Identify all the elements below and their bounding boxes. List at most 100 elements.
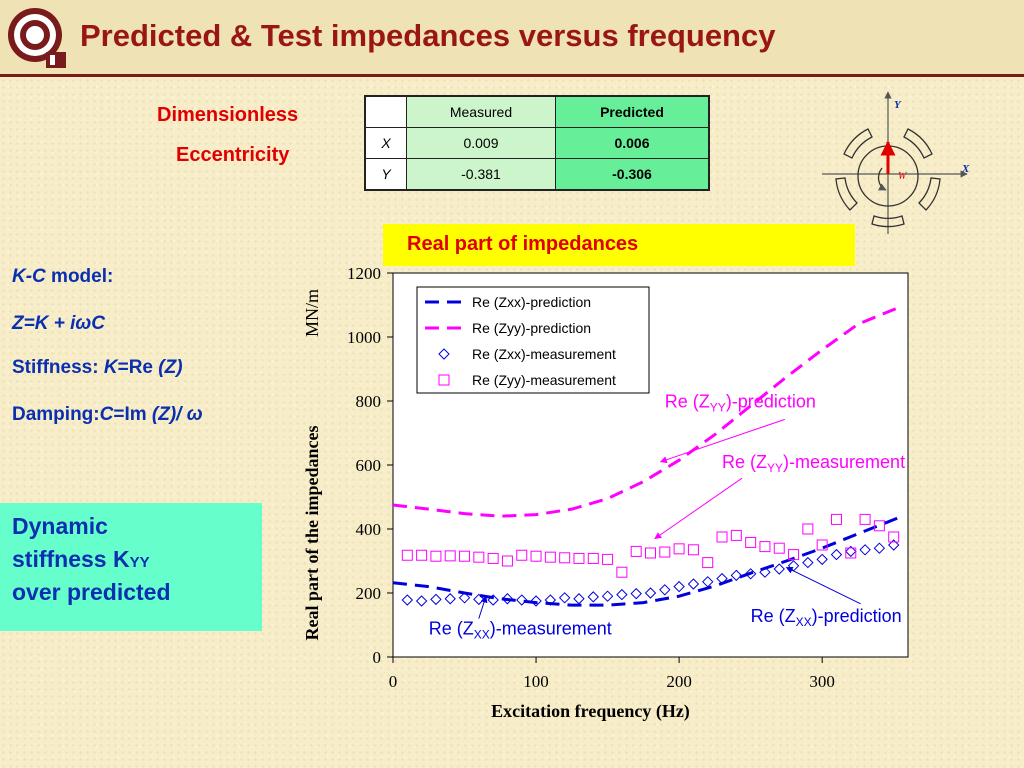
logo-center (26, 26, 44, 44)
data-point-square (845, 547, 857, 559)
y-tick-label: 1200 (347, 264, 381, 283)
data-point-square (645, 547, 656, 559)
eccentricity-label: Eccentricity (176, 144, 290, 166)
data-point-square (487, 552, 499, 564)
impedance-chart: 0 200 400 600 800 1000 1200 0 100 200 300 Excitatio… (302, 264, 909, 722)
callout-stiffness: stiffness K (12, 546, 130, 572)
data-point-diamond (587, 591, 599, 603)
table-cell-measured: -0.381 (406, 158, 556, 191)
annotation-label: Re (ZXX)-prediction (751, 606, 902, 629)
data-point-diamond (501, 593, 514, 605)
data-point-square (873, 520, 885, 532)
data-point-diamond (687, 578, 700, 590)
data-point-diamond (802, 556, 814, 569)
data-point-square (773, 542, 785, 554)
y-tick-label: 800 (356, 392, 382, 411)
y-tick-label: 1000 (347, 328, 381, 347)
data-point-square (430, 550, 442, 562)
table-row: X 0.009 0.006 (364, 127, 710, 159)
data-point-diamond (444, 593, 456, 605)
annotation-label: Re (ZXX)-measurement (429, 619, 612, 642)
data-point-square (730, 529, 742, 541)
data-point-diamond (845, 545, 857, 558)
data-point-square (444, 550, 456, 562)
data-point-diamond (759, 566, 771, 578)
data-point-diamond (630, 587, 642, 600)
callout-line-3: over predicted (12, 579, 171, 605)
data-point-diamond (573, 593, 585, 605)
data-point-square (630, 545, 642, 557)
data-point-square (816, 539, 828, 551)
data-point-square (859, 513, 871, 525)
data-point-diamond (430, 593, 442, 606)
data-point-square (516, 549, 528, 561)
table-cell-predicted: -0.306 (555, 158, 710, 191)
page-title: Predicted & Test impedances versus frequ… (80, 18, 776, 53)
stiff-pre: Stiffness: (12, 357, 104, 378)
data-point-diamond (401, 594, 414, 606)
data-point-diamond (816, 553, 828, 566)
stiff-k: K (103, 357, 118, 378)
callout-line-2: stiffness KYY (12, 546, 150, 573)
kc-model-label: K-C model: (12, 266, 113, 288)
table-header-cell (364, 95, 407, 128)
table-header-measured: Measured (406, 95, 556, 128)
rotation-arrow (877, 167, 887, 191)
data-point-diamond (773, 563, 785, 575)
data-point-square (830, 513, 842, 525)
data-point-square (401, 549, 413, 561)
data-point-diamond (458, 592, 471, 604)
bearing-y-label: Y (894, 99, 902, 111)
data-point-square (702, 557, 714, 569)
annotation-arrow (478, 595, 488, 619)
data-point-diamond (673, 580, 685, 593)
y-axis-unit: MN/m (302, 289, 322, 337)
data-point-square (544, 551, 556, 563)
data-point-diamond (744, 568, 757, 580)
data-point-square (745, 536, 757, 548)
annotation-label: Re (ZYY)-measurement (722, 452, 905, 475)
data-point-diamond (558, 592, 571, 604)
damp-z: (Z)/ ω (151, 404, 203, 425)
damping-equation: Damping:C=Im (Z)/ ω (12, 404, 203, 426)
stiff-z: (Z) (158, 357, 183, 378)
x-axis-label: Excitation frequency (Hz) (491, 701, 690, 722)
kc-rest: model: (45, 266, 114, 287)
stiff-eq: =Re (117, 357, 159, 378)
legend-swatch-diamond (438, 348, 450, 360)
y-tick-label: 400 (356, 520, 382, 539)
bearing-diagram: Y X W (822, 91, 970, 234)
table-header-predicted: Predicted (555, 95, 710, 128)
data-point-square (602, 553, 614, 565)
data-point-square (759, 541, 771, 553)
annotation-arrow (654, 477, 743, 540)
series-line-1 (392, 305, 902, 518)
data-point-diamond (487, 594, 499, 606)
data-point-square (587, 552, 599, 564)
impedance-equation: Z=K + iωC (12, 313, 105, 334)
legend-box (416, 286, 650, 394)
damp-c: C (99, 404, 114, 425)
data-point-diamond (873, 542, 886, 554)
y-tick-label: 0 (373, 648, 382, 667)
data-point-square (559, 552, 571, 564)
damp-eq: =Im (113, 404, 152, 425)
kc-italic: K-C (12, 266, 46, 287)
legend-entry: Re (Zyy)-prediction (472, 320, 591, 336)
annotation-arrow (785, 566, 861, 605)
data-point-square (659, 546, 671, 558)
legend-swatch-square (438, 374, 450, 386)
callout-subscript: YY (129, 554, 150, 571)
data-point-diamond (544, 594, 557, 606)
table-header-row: Measured Predicted (364, 95, 710, 128)
header-rule (0, 74, 1024, 77)
data-point-square (416, 549, 428, 561)
data-point-diamond (730, 569, 743, 582)
data-point-diamond (659, 584, 671, 596)
eccentricity-table: Measured Predicted X 0.009 0.006 Y -0.38… (364, 95, 710, 191)
real-part-banner: Real part of impedances (383, 224, 855, 266)
data-point-diamond (702, 576, 714, 588)
dynamic-stiffness-callout: Dynamic stiffness KYY over predicted (0, 503, 262, 631)
annotation-arrow (659, 418, 785, 464)
data-point-diamond (516, 594, 528, 606)
